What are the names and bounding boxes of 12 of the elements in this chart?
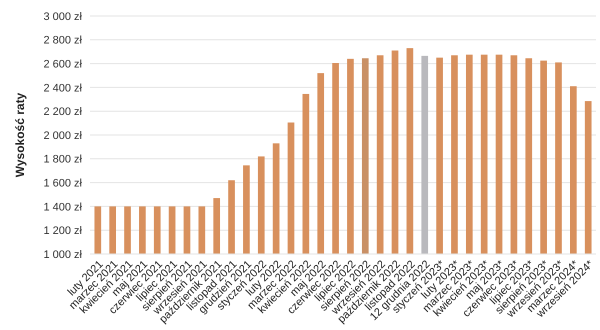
y-tick-label: 1 400 zł xyxy=(43,201,83,214)
y-tick-label: 1 800 zł xyxy=(43,154,83,166)
y-tick-label: 2 600 zł xyxy=(43,58,83,70)
y-tick-label: 2 800 zł xyxy=(43,34,83,47)
y-tick-label: 1 200 zł xyxy=(43,225,83,238)
y-tick-label: 1 600 zł xyxy=(43,177,83,190)
y-tick-label: 2 000 zł xyxy=(43,130,83,142)
y-tick-label: 3 000 zł xyxy=(43,10,83,23)
y-axis-title: Wysokość raty xyxy=(13,92,27,178)
y-tick-label: 2 400 zł xyxy=(43,82,83,94)
y-tick-label: 2 200 zł xyxy=(43,106,83,118)
y-tick-label: 1 000 zł xyxy=(43,248,83,261)
